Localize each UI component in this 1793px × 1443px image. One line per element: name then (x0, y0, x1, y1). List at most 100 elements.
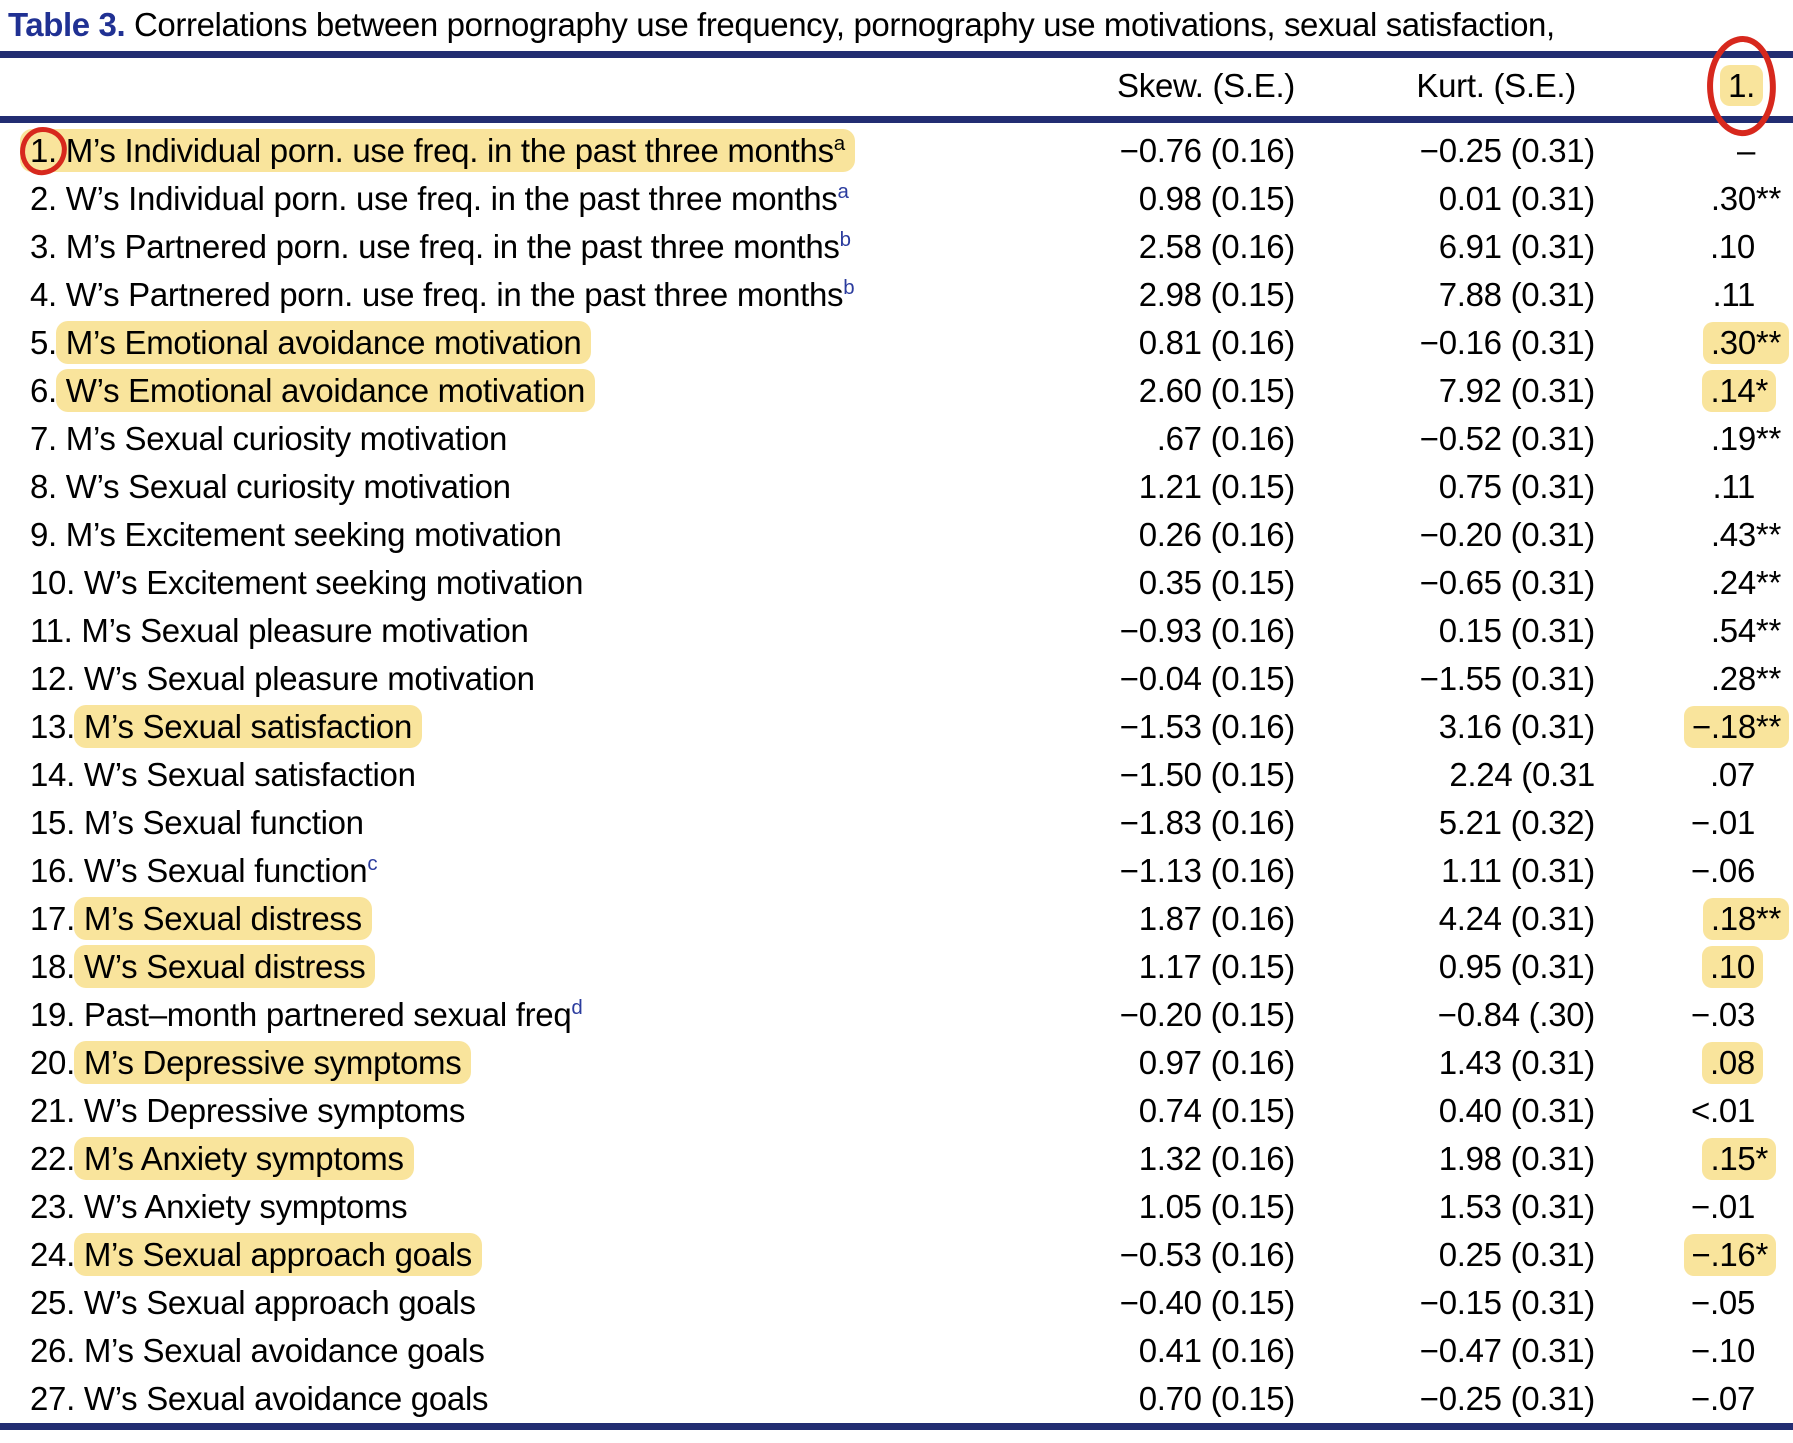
corr-value: – (1737, 132, 1755, 170)
kurt-cell: 1.98 (0.31) (1438, 1140, 1596, 1177)
row-label-cell: 1. M’s Individual porn. use freq. in the… (0, 129, 1045, 172)
label-highlight-annotation: 1. M’s Individual porn. use freq. in the… (20, 129, 855, 172)
row-label: W’s Individual porn. use freq. in the pa… (65, 180, 849, 217)
significance-stars: * (1755, 1140, 1768, 1177)
corr-number: −.07 (1691, 1380, 1755, 1417)
skew-cell: 1.21 (0.15) (1138, 468, 1296, 505)
significance-stars: ** (1755, 900, 1781, 937)
corr-cell: <.01 (1600, 1092, 1793, 1130)
significance-stars: ** (1755, 516, 1781, 553)
corr-number: .54 (1710, 612, 1756, 649)
row-number: 15. (30, 804, 75, 841)
skew-cell: 0.97 (0.16) (1138, 1044, 1296, 1081)
corr-cell: .30** (1600, 180, 1793, 218)
skew-cell: 1.87 (0.16) (1138, 900, 1296, 937)
skew-cell: 0.70 (0.15) (1138, 1380, 1296, 1417)
label-highlight-annotation: M’s Emotional avoidance motivation (55, 321, 592, 364)
corr-number: −.06 (1691, 852, 1755, 889)
corr-number: .43 (1710, 516, 1756, 553)
label-highlight-annotation: M’s Sexual approach goals (73, 1233, 482, 1276)
row-label: W’s Partnered porn. use freq. in the pas… (65, 276, 855, 313)
corr-gutter (1755, 295, 1781, 296)
corr-number: −.18 (1691, 708, 1756, 745)
corr-cell: −.06 (1600, 852, 1793, 890)
skew-cell: 0.98 (0.15) (1138, 180, 1296, 217)
label-highlight-annotation: M’s Anxiety symptoms (73, 1137, 414, 1180)
header-col1: 1. (1600, 65, 1793, 106)
row-label: W’s Sexual approach goals (83, 1284, 476, 1321)
table-row: 4. W’s Partnered porn. use freq. in the … (0, 271, 1793, 319)
superscript-b: b (843, 276, 855, 299)
kurt-cell: 7.92 (0.31) (1438, 372, 1596, 409)
corr-gutter (1755, 247, 1781, 248)
corr-gutter (1755, 871, 1781, 872)
kurt-cell: 1.11 (0.31) (1441, 852, 1595, 889)
table-body: 1. M’s Individual porn. use freq. in the… (0, 127, 1793, 1423)
row-label: M’s Sexual function (83, 804, 364, 841)
corr-cell: .28** (1600, 660, 1793, 698)
corr-number: .18 (1710, 900, 1756, 937)
row-label-cell: 27. W’s Sexual avoidance goals (0, 1380, 1045, 1418)
kurt-cell: −0.47 (0.31) (1419, 1332, 1596, 1369)
label-highlight-annotation: M’s Sexual satisfaction (73, 705, 423, 748)
significance-stars: ** (1755, 420, 1781, 457)
corr-cell: .18** (1600, 898, 1793, 940)
kurt-cell: 0.15 (0.31) (1438, 612, 1596, 649)
corr-gutter (1755, 1063, 1781, 1064)
kurt-cell: 0.75 (0.31) (1438, 468, 1596, 505)
corr-number: −.10 (1691, 1332, 1755, 1369)
table-row: 2. W’s Individual porn. use freq. in the… (0, 175, 1793, 223)
skew-cell: 2.98 (0.15) (1138, 276, 1296, 313)
corr-highlight-annotation: .08 (1702, 1042, 1763, 1084)
table-row: 15. M’s Sexual function −1.83 (0.16) 5.21 … (0, 799, 1793, 847)
significance-stars: * (1755, 372, 1768, 409)
corr-number: <.01 (1691, 1092, 1755, 1129)
table-row: 24. M’s Sexual approach goals −0.53 (0.16… (0, 1231, 1793, 1279)
table-row: 14. W’s Sexual satisfaction −1.50 (0.15) 2… (0, 751, 1793, 799)
kurt-cell: −0.84 (.30) (1437, 996, 1596, 1033)
header-rule (0, 116, 1793, 123)
corr-value: .28** (1711, 660, 1781, 698)
row-label: M’s Sexual pleasure motivation (81, 612, 529, 649)
table-row: 12. W’s Sexual pleasure motivation −0.04 … (0, 655, 1793, 703)
row-label-cell: 7. M’s Sexual curiosity motivation (0, 420, 1045, 458)
row-label: W’s Anxiety symptoms (83, 1188, 408, 1225)
row-label: M’s Excitement seeking motivation (65, 516, 562, 553)
corr-cell: −.10 (1600, 1332, 1793, 1370)
row-number: 9. (30, 516, 57, 553)
corr-cell: .30** (1600, 322, 1793, 364)
row-number: 14. (30, 756, 75, 793)
corr-number: −.01 (1691, 804, 1755, 841)
corr-cell: .19** (1600, 420, 1793, 458)
significance-stars: ** (1755, 708, 1781, 745)
row-number: 12. (30, 660, 75, 697)
skew-cell: 1.17 (0.15) (1138, 948, 1296, 985)
corr-highlight-annotation: .10 (1702, 946, 1763, 988)
corr-gutter (1768, 1159, 1781, 1160)
corr-number: −.03 (1691, 996, 1755, 1033)
table-row: 3. M’s Partnered porn. use freq. in the … (0, 223, 1793, 271)
row-label-cell: 5. M’s Emotional avoidance motivation (0, 321, 1045, 364)
row-number: 21. (30, 1092, 75, 1129)
table-row: 26. M’s Sexual avoidance goals 0.41 (0.16… (0, 1327, 1793, 1375)
corr-cell: −.16* (1600, 1234, 1793, 1276)
label-highlight-annotation: M’s Sexual distress (73, 897, 372, 940)
corr-value: .19** (1711, 420, 1781, 458)
table-row: 21. W’s Depressive symptoms 0.74 (0.15) 0.… (0, 1087, 1793, 1135)
corr-number: .24 (1710, 564, 1756, 601)
row-label-cell: 18. W’s Sexual distress (0, 945, 1045, 988)
corr-number: .30 (1710, 180, 1756, 217)
corr-value: .54** (1711, 612, 1781, 650)
row-label: W’s Sexual satisfaction (83, 756, 416, 793)
row-number: 23. (30, 1188, 75, 1225)
corr-value: −.07 (1691, 1380, 1755, 1418)
kurt-cell: 1.43 (0.31) (1438, 1044, 1596, 1081)
row-label-cell: 20. M’s Depressive symptoms (0, 1041, 1045, 1084)
corr-gutter (1755, 1303, 1781, 1304)
table-row: 10. W’s Excitement seeking motivation 0.3… (0, 559, 1793, 607)
skew-cell: −1.53 (0.16) (1119, 708, 1296, 745)
significance-stars: ** (1755, 324, 1781, 361)
kurt-cell: −0.15 (0.31) (1419, 1284, 1596, 1321)
corr-number: .15 (1710, 1140, 1756, 1177)
row-label-cell: 14. W’s Sexual satisfaction (0, 756, 1045, 794)
